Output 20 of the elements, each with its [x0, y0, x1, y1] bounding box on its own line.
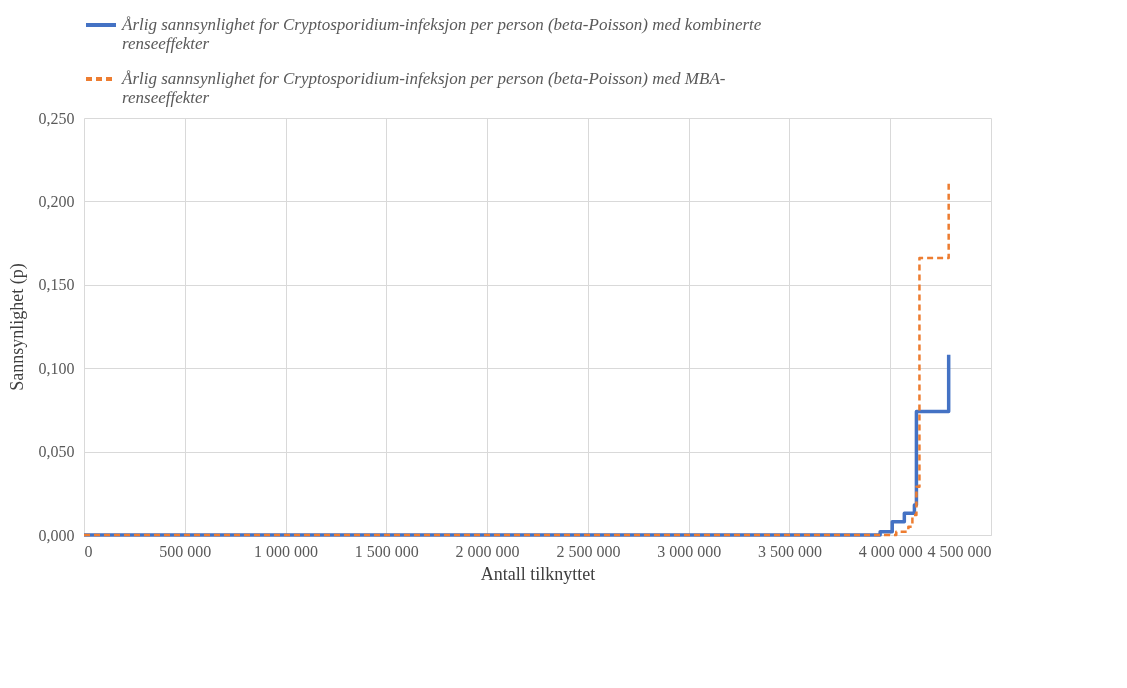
x-tick-label: 3 500 000 [757, 542, 822, 560]
legend-label: Årlig sannsynlighet for Cryptosporidium-infeksjon per person (beta-Poisson) med kombinerte renseeffekter [121, 15, 762, 53]
x-axis-title: Antall tilknyttet [480, 563, 596, 584]
y-tick-label: 0,200 [38, 192, 75, 210]
x-tick-label: 1 000 000 [254, 542, 319, 560]
x-tick-label: 4 500 000 [927, 542, 992, 560]
y-tick-label: 0,100 [38, 359, 75, 377]
legend-label: Årlig sannsynlighet for Cryptosporidium-infeksjon per person (beta-Poisson) med MBA-renseeffekter [121, 69, 726, 107]
y-tick-label: 0,250 [38, 109, 75, 127]
y-axis-title: Sannsynlighet (p) [6, 263, 28, 391]
x-tick-label: 500 000 [159, 542, 212, 560]
x-tick-label: 4 000 000 [858, 542, 923, 560]
x-tick-label: 2 000 000 [455, 542, 520, 560]
x-tick-label: 3 000 000 [657, 542, 722, 560]
y-tick-label: 0,000 [38, 526, 75, 544]
x-tick-label: 1 500 000 [354, 542, 419, 560]
y-tick-label: 0,150 [38, 276, 75, 294]
x-tick-label: 0 [84, 542, 93, 560]
y-tick-label: 0,050 [38, 443, 75, 461]
x-tick-label: 2 500 000 [556, 542, 621, 560]
